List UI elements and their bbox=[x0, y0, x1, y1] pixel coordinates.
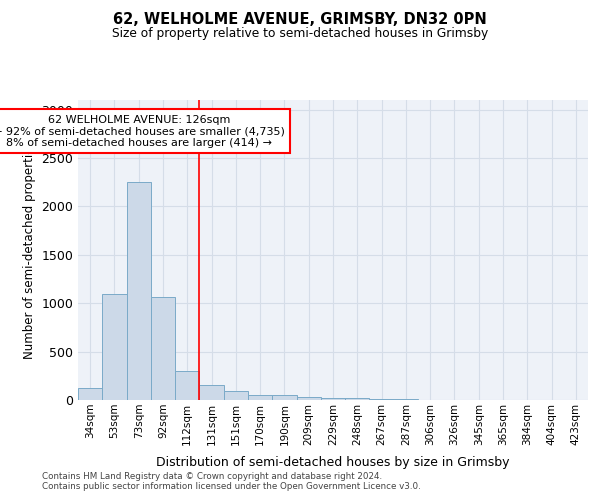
Bar bbox=[78, 388, 102, 400]
X-axis label: Distribution of semi-detached houses by size in Grimsby: Distribution of semi-detached houses by … bbox=[156, 456, 510, 469]
Bar bbox=[296, 396, 321, 400]
Bar bbox=[199, 385, 224, 400]
Bar bbox=[370, 399, 394, 400]
Bar bbox=[394, 399, 418, 400]
Bar bbox=[224, 391, 248, 400]
Text: Contains HM Land Registry data © Crown copyright and database right 2024.: Contains HM Land Registry data © Crown c… bbox=[42, 472, 382, 481]
Bar bbox=[175, 371, 199, 400]
Bar bbox=[345, 398, 370, 400]
Bar bbox=[248, 394, 272, 400]
Text: Contains public sector information licensed under the Open Government Licence v3: Contains public sector information licen… bbox=[42, 482, 421, 491]
Text: Size of property relative to semi-detached houses in Grimsby: Size of property relative to semi-detach… bbox=[112, 28, 488, 40]
Text: 62 WELHOLME AVENUE: 126sqm
← 92% of semi-detached houses are smaller (4,735)
8% : 62 WELHOLME AVENUE: 126sqm ← 92% of semi… bbox=[0, 114, 284, 148]
Y-axis label: Number of semi-detached properties: Number of semi-detached properties bbox=[23, 140, 36, 360]
Bar bbox=[127, 182, 151, 400]
Bar bbox=[102, 294, 127, 400]
Bar bbox=[321, 398, 345, 400]
Bar bbox=[272, 396, 296, 400]
Text: 62, WELHOLME AVENUE, GRIMSBY, DN32 0PN: 62, WELHOLME AVENUE, GRIMSBY, DN32 0PN bbox=[113, 12, 487, 28]
Bar bbox=[151, 298, 175, 400]
